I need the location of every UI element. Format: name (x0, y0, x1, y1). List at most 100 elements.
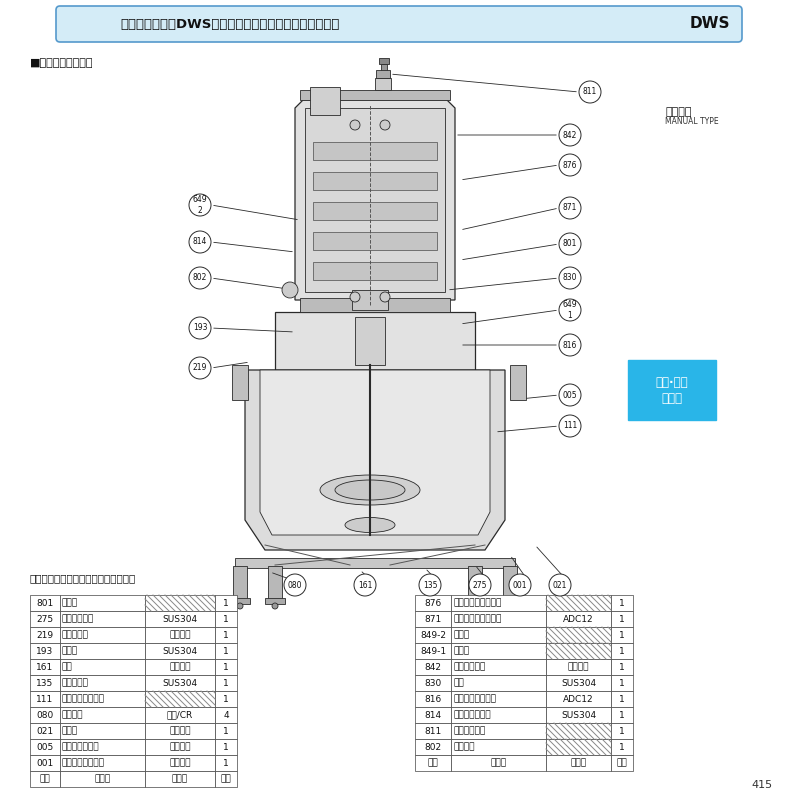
Text: 849-1: 849-1 (420, 646, 446, 655)
Text: 193: 193 (193, 323, 207, 333)
Bar (300, 90, 450, 100)
Text: 個数: 個数 (617, 758, 627, 767)
Polygon shape (295, 100, 455, 300)
Bar (415, 755, 451, 771)
Bar (30, 675, 60, 691)
Text: ADC12: ADC12 (563, 694, 594, 703)
Bar (60, 755, 145, 771)
Bar (415, 595, 451, 611)
Bar (503, 566, 517, 600)
Circle shape (189, 267, 211, 289)
Text: 1: 1 (223, 742, 229, 751)
Bar (611, 707, 633, 723)
Bar (451, 675, 546, 691)
Text: 注油栓: 注油栓 (62, 646, 78, 655)
Bar (215, 611, 237, 627)
Bar (215, 771, 237, 787)
Bar (546, 659, 611, 675)
Text: 水中ケーブル: 水中ケーブル (453, 726, 486, 735)
Text: 1: 1 (619, 598, 625, 607)
Text: 1: 1 (619, 742, 625, 751)
Bar (145, 771, 215, 787)
Bar (415, 723, 451, 739)
Text: ゴム/CR: ゴム/CR (167, 710, 193, 719)
Bar (145, 707, 215, 723)
Circle shape (350, 292, 360, 302)
Text: 個数: 個数 (221, 774, 231, 783)
Bar (451, 627, 546, 643)
Text: 876: 876 (424, 598, 442, 607)
Bar (30, 659, 60, 675)
Bar (375, 78, 391, 90)
Bar (380, 82, 388, 90)
Bar (233, 566, 247, 600)
Text: 玉軸受: 玉軸受 (453, 630, 469, 639)
Text: 4: 4 (223, 710, 229, 719)
Text: 材　料: 材 料 (570, 758, 586, 767)
Text: 電動機カバー: 電動機カバー (453, 662, 486, 671)
FancyBboxPatch shape (56, 6, 742, 42)
Text: 底板: 底板 (62, 662, 73, 671)
Bar (611, 611, 633, 627)
Bar (300, 298, 450, 312)
Bar (232, 365, 248, 400)
Text: 羽根車: 羽根車 (62, 726, 78, 735)
Circle shape (284, 574, 306, 596)
Bar (611, 755, 633, 771)
Bar (415, 707, 451, 723)
Bar (546, 691, 611, 707)
Bar (30, 707, 60, 723)
Bar (313, 172, 437, 190)
Bar (60, 595, 145, 611)
Bar (352, 290, 388, 310)
Bar (415, 659, 451, 675)
Text: 1: 1 (619, 726, 625, 735)
Bar (546, 675, 611, 691)
Bar (451, 595, 546, 611)
Bar (215, 691, 237, 707)
Bar (310, 87, 340, 115)
Circle shape (559, 384, 581, 406)
Text: 1: 1 (619, 646, 625, 655)
Bar (611, 627, 633, 643)
Bar (215, 723, 237, 739)
Text: 主軸: 主軸 (453, 678, 464, 687)
Text: 111: 111 (563, 422, 577, 430)
Bar (451, 739, 546, 755)
Text: 合成樹脂: 合成樹脂 (170, 662, 190, 671)
Bar (30, 755, 60, 771)
Circle shape (472, 603, 478, 609)
Text: 部品名: 部品名 (94, 774, 110, 783)
Bar (145, 755, 215, 771)
Bar (145, 691, 215, 707)
Bar (145, 723, 215, 739)
Text: 135: 135 (36, 678, 54, 687)
Text: 水処理: 水処理 (662, 391, 682, 405)
Text: 電動機フレーム: 電動機フレーム (453, 710, 490, 719)
Text: 021: 021 (37, 726, 54, 735)
Text: 219: 219 (37, 630, 54, 639)
Circle shape (189, 357, 211, 379)
Text: 汚水·汚物: 汚水·汚物 (656, 375, 688, 389)
Bar (313, 262, 437, 280)
Text: 玉軸受: 玉軸受 (453, 646, 469, 655)
Bar (30, 771, 60, 787)
Circle shape (559, 299, 581, 321)
Bar (611, 595, 633, 611)
Bar (451, 755, 546, 771)
Bar (628, 360, 716, 420)
Text: メカニカルシール: メカニカルシール (62, 694, 105, 703)
Text: 814: 814 (425, 710, 442, 719)
Bar (30, 611, 60, 627)
Bar (30, 691, 60, 707)
Text: 1: 1 (223, 662, 229, 671)
Bar (546, 643, 611, 659)
Text: 材　料: 材 料 (172, 774, 188, 783)
Text: 【ダーウィン】DWS型樹脂製汚水・雑排水用水中ポンプ: 【ダーウィン】DWS型樹脂製汚水・雑排水用水中ポンプ (120, 18, 339, 30)
Bar (30, 643, 60, 659)
Circle shape (509, 574, 531, 596)
Bar (378, 90, 390, 100)
Bar (379, 58, 389, 64)
Text: 羽根車ボルト: 羽根車ボルト (62, 614, 94, 623)
Text: 135: 135 (422, 581, 438, 590)
